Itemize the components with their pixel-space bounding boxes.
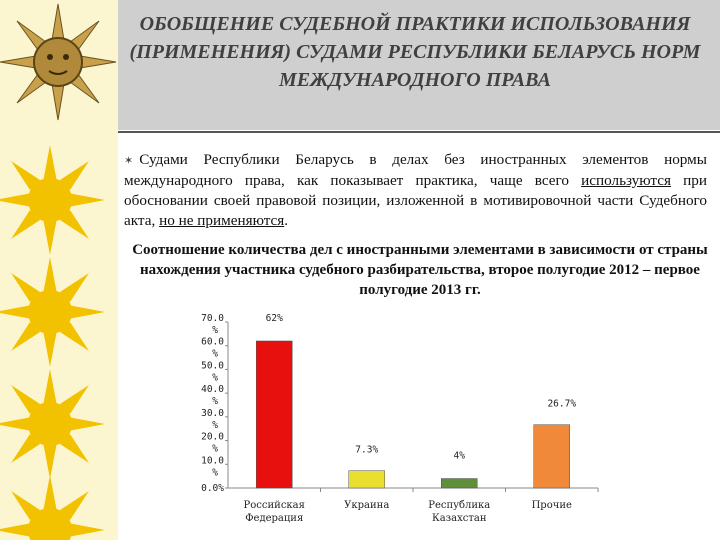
sun-icon-3 <box>0 369 105 479</box>
y-tick-label: 0.0% <box>201 483 224 494</box>
bullet-text-5: . <box>284 212 289 229</box>
y-tick-label: 30.0% <box>201 408 224 431</box>
data-label: 26.7% <box>547 399 576 410</box>
y-tick-label: 50.0% <box>201 360 224 383</box>
sun-ornaments <box>0 3 117 540</box>
y-tick-label: 40.0% <box>201 384 224 407</box>
bar-2 <box>348 470 385 489</box>
chart-title: Соотношение количества дел с иностранным… <box>132 242 708 298</box>
x-category-label: Украина <box>344 500 389 511</box>
slide-title: ОБОБЩЕНИЕ СУДЕБНОЙ ПРАКТИКИ ИСПОЛЬЗОВАНИ… <box>129 13 701 91</box>
sun-icon-2 <box>0 257 105 367</box>
bullet-text-3: при обосновании своей правовой позиции, … <box>124 172 708 229</box>
bullet-text-used: используются <box>581 172 671 189</box>
x-category-label: Российская Федерация <box>244 500 305 524</box>
bullet-text-not-applied: но не применяются <box>159 212 285 229</box>
bar-3 <box>441 478 478 489</box>
bar-1 <box>256 340 293 489</box>
bullet-text-1: Судами Республики Беларусь в делах без и… <box>124 151 707 189</box>
y-tick-label: 60.0% <box>201 337 224 360</box>
bullet-paragraph: ✶ Судами Республики Беларусь в делах без … <box>124 150 707 231</box>
data-label: 4% <box>454 451 466 462</box>
sun-icon-1 <box>0 145 105 255</box>
y-tick-label: 20.0% <box>201 432 224 455</box>
y-tick-label: 10.0% <box>201 455 224 478</box>
sun-face-icon <box>0 3 117 121</box>
bullet-star-icon: ✶ <box>124 154 134 167</box>
data-label: 7.3% <box>355 445 378 456</box>
sun-icon-4 <box>0 475 105 540</box>
title-divider <box>118 131 720 133</box>
data-label: 62% <box>266 313 283 324</box>
x-category-label: Прочие <box>532 500 572 511</box>
y-tick-label: 70.0% <box>201 313 224 336</box>
bar-4 <box>533 424 570 489</box>
title-band <box>118 0 720 130</box>
x-category-label: Республика Казахстан <box>428 500 490 524</box>
